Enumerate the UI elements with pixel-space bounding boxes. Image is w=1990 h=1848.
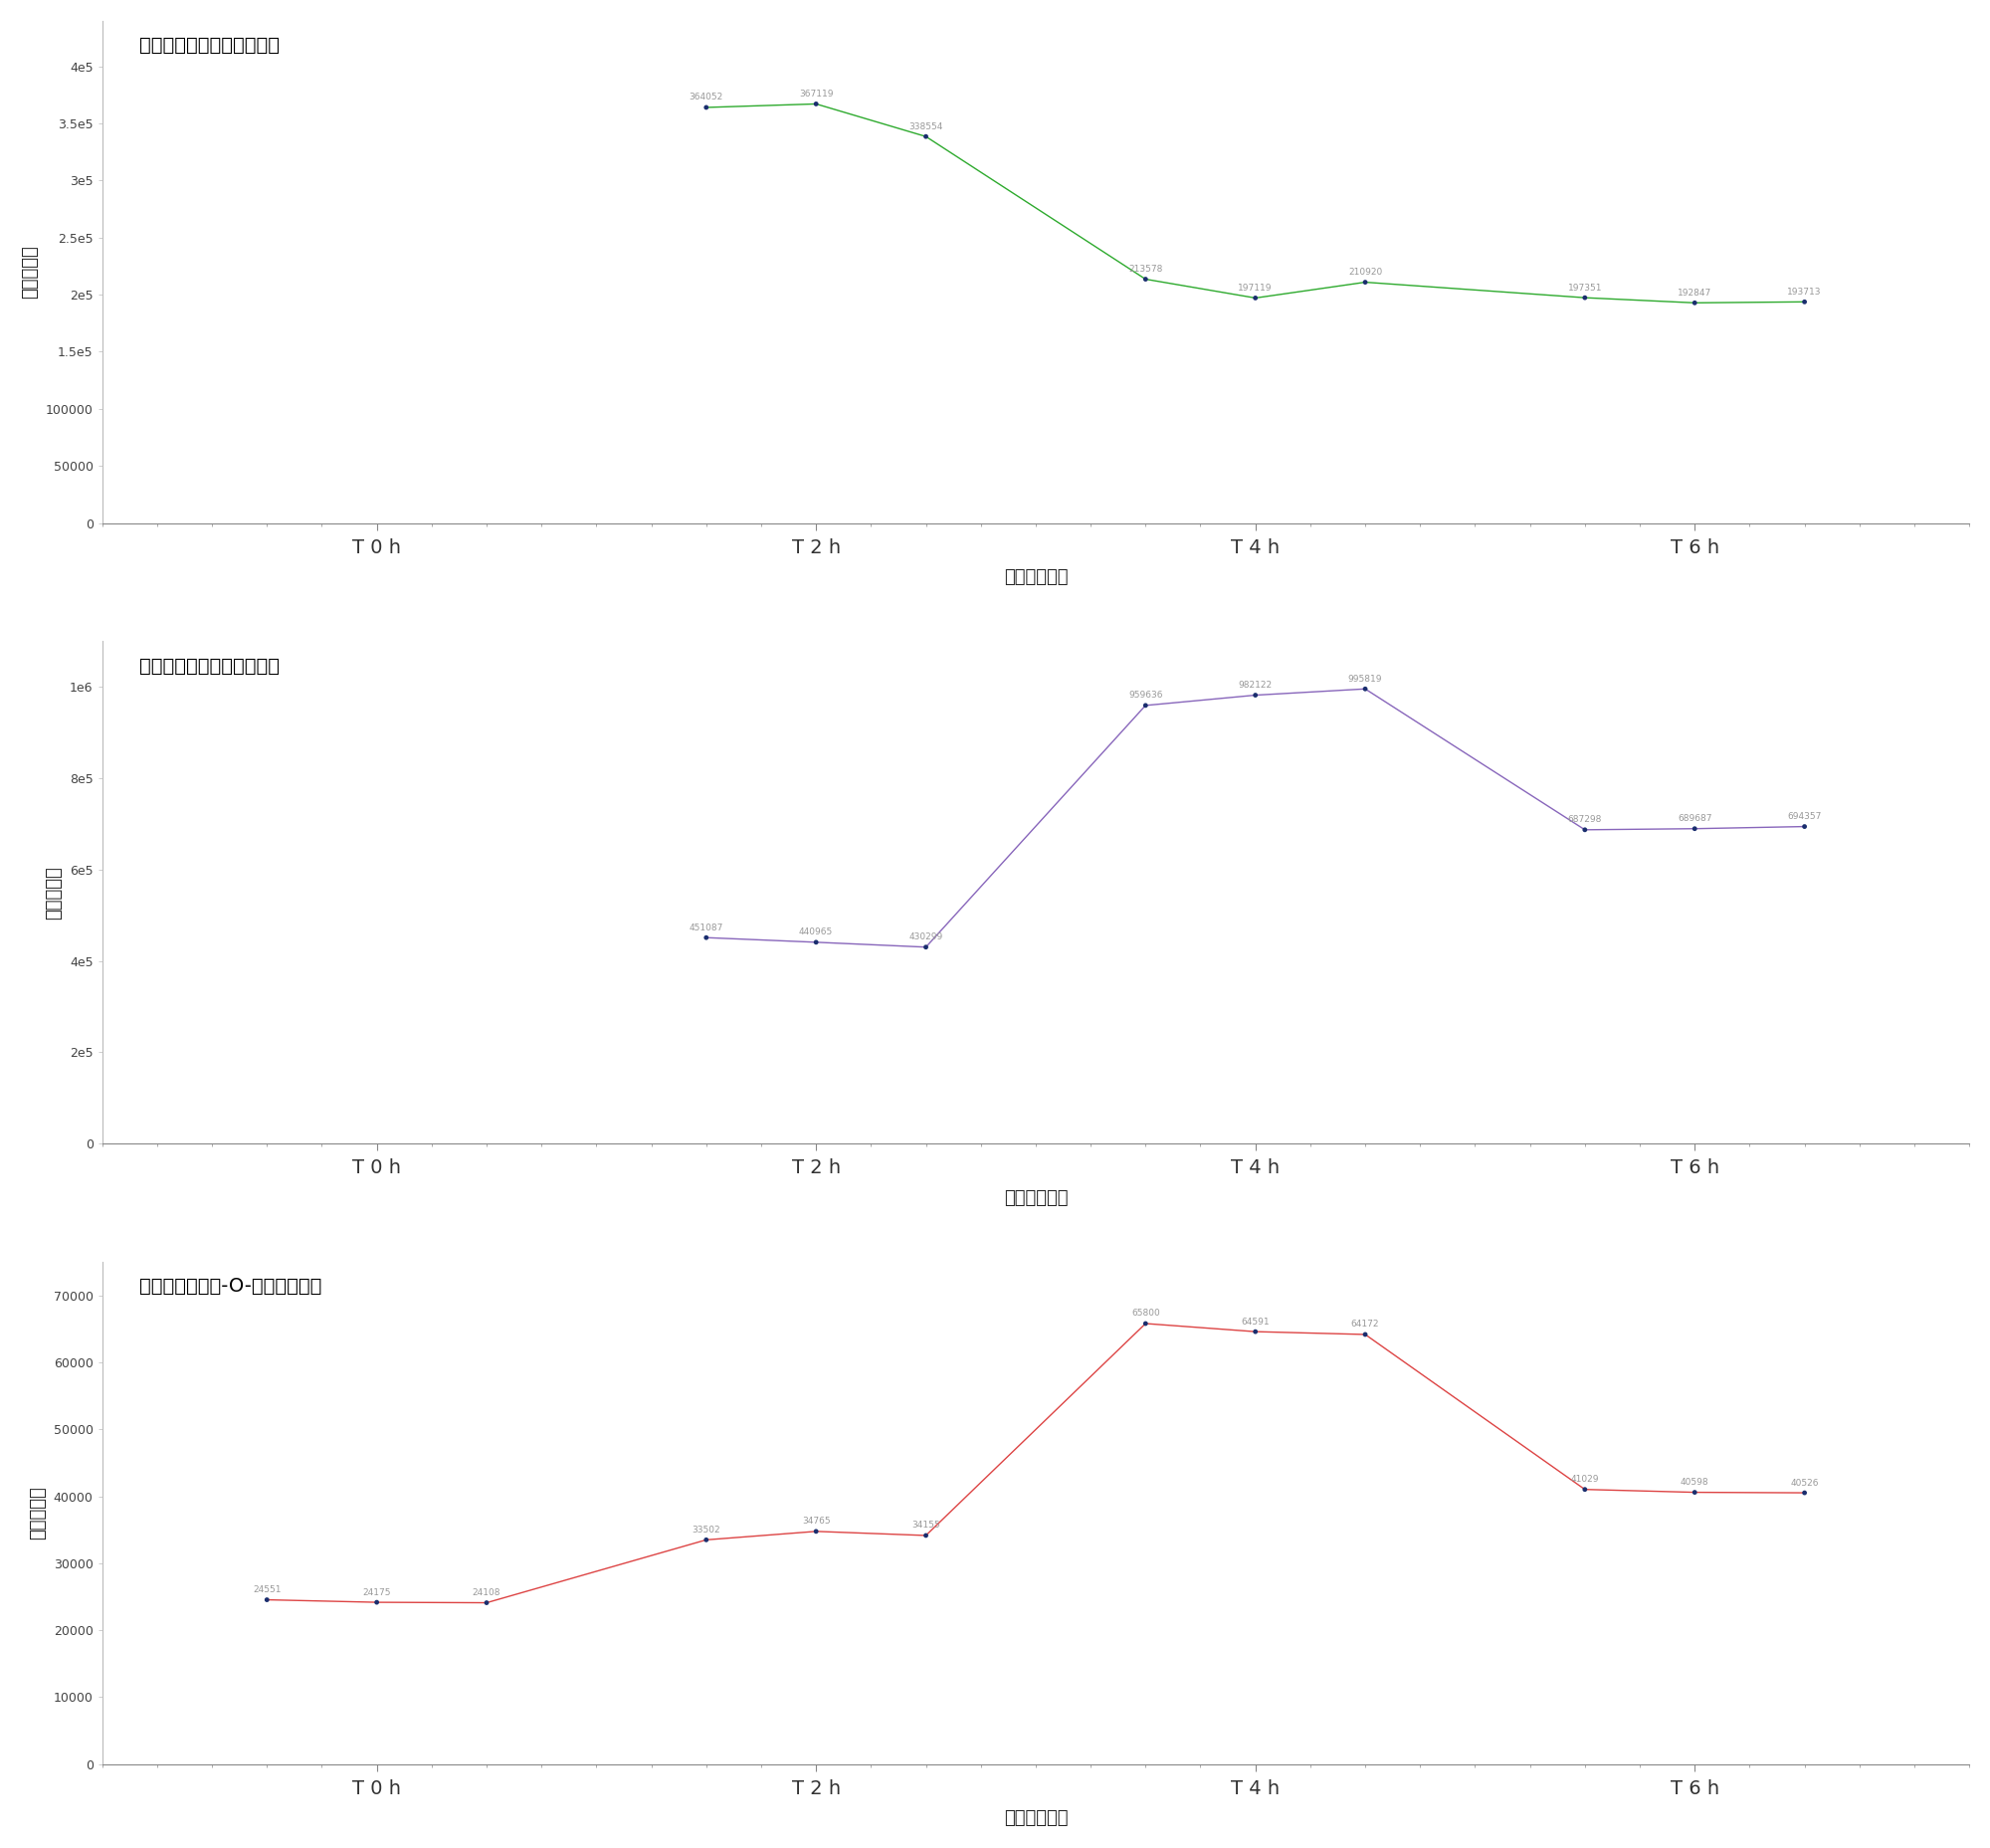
Point [1130, 1308, 1162, 1338]
Text: 338554: 338554 [909, 122, 943, 131]
Point [1680, 1478, 1711, 1508]
Text: 364052: 364052 [689, 92, 722, 102]
Point [1349, 1319, 1381, 1349]
X-axis label: サンプル注入: サンプル注入 [1003, 1809, 1069, 1828]
Text: 193713: 193713 [1787, 288, 1821, 296]
Text: 687298: 687298 [1568, 815, 1602, 824]
Point [1568, 1475, 1600, 1504]
Point [909, 1521, 941, 1550]
Point [1130, 691, 1162, 721]
Text: 213578: 213578 [1128, 264, 1162, 274]
Text: 40598: 40598 [1680, 1478, 1709, 1488]
Point [1568, 283, 1600, 312]
Y-axis label: レスポンス: レスポンス [28, 1486, 46, 1539]
Text: 33502: 33502 [693, 1525, 720, 1534]
Point [800, 89, 832, 118]
Point [1789, 1478, 1821, 1508]
X-axis label: サンプル注入: サンプル注入 [1003, 1188, 1069, 1207]
Text: 64172: 64172 [1351, 1319, 1379, 1329]
Point [1240, 283, 1272, 312]
Point [1349, 675, 1381, 704]
Text: 64591: 64591 [1242, 1318, 1270, 1327]
Point [1130, 264, 1162, 294]
Text: 430299: 430299 [909, 933, 943, 942]
Text: 440965: 440965 [800, 928, 834, 937]
Point [1680, 288, 1711, 318]
Text: 197351: 197351 [1568, 283, 1602, 292]
Point [1789, 286, 1821, 316]
Text: 689687: 689687 [1678, 815, 1711, 822]
Text: 41029: 41029 [1570, 1475, 1600, 1484]
Point [691, 1525, 722, 1554]
Point [909, 122, 941, 152]
Text: アセトアミノフェン硫酸塩: アセトアミノフェン硫酸塩 [139, 35, 281, 55]
Point [251, 1586, 283, 1615]
Point [360, 1587, 392, 1617]
Point [1240, 1318, 1272, 1347]
Point [472, 1587, 503, 1617]
Text: 24551: 24551 [253, 1586, 281, 1595]
Text: 197119: 197119 [1238, 283, 1272, 292]
Y-axis label: レスポンス: レスポンス [20, 246, 38, 299]
Text: 65800: 65800 [1130, 1308, 1160, 1318]
Text: 192847: 192847 [1678, 288, 1711, 298]
Point [691, 92, 722, 122]
Point [800, 928, 832, 957]
Text: 982122: 982122 [1238, 680, 1272, 689]
Point [1680, 813, 1711, 843]
Text: 34155: 34155 [911, 1521, 939, 1530]
X-axis label: サンプル注入: サンプル注入 [1003, 567, 1069, 586]
Text: 694357: 694357 [1787, 811, 1821, 821]
Point [1349, 268, 1381, 298]
Point [1568, 815, 1600, 845]
Point [909, 933, 941, 963]
Text: 210920: 210920 [1347, 268, 1383, 277]
Point [1789, 811, 1821, 841]
Text: 995819: 995819 [1347, 675, 1383, 684]
Text: カルバマゼピン-O-グルクロニド: カルバマゼピン-O-グルクロニド [139, 1277, 322, 1295]
Text: 34765: 34765 [802, 1517, 830, 1526]
Y-axis label: レスポンス: レスポンス [44, 865, 62, 918]
Text: 451087: 451087 [689, 924, 722, 931]
Text: 959636: 959636 [1128, 691, 1162, 700]
Point [691, 922, 722, 952]
Text: 40526: 40526 [1791, 1478, 1819, 1488]
Text: 24108: 24108 [472, 1587, 501, 1597]
Text: 367119: 367119 [798, 89, 834, 98]
Point [1240, 680, 1272, 710]
Point [800, 1517, 832, 1547]
Text: 24175: 24175 [362, 1587, 390, 1597]
Text: ナプロキセングルクロニド: ナプロキセングルクロニド [139, 656, 281, 675]
